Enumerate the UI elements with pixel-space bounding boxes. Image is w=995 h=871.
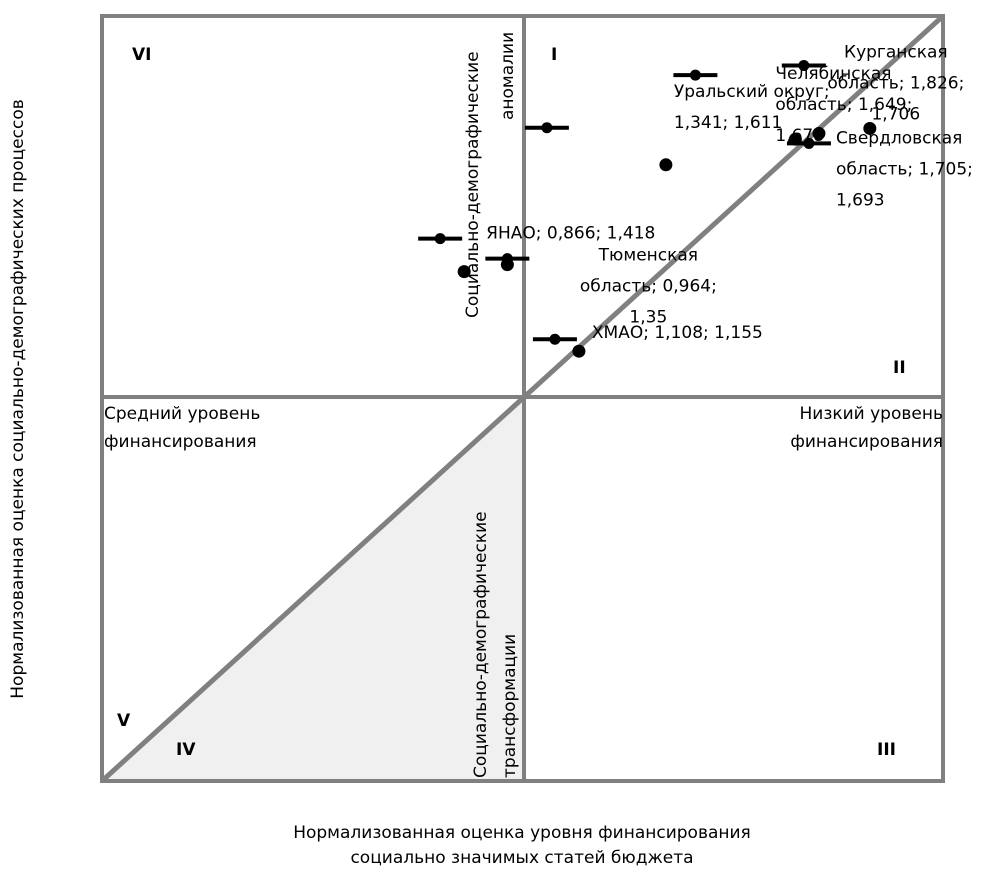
data-label: Курганская область; 1,826; 1,706 xyxy=(827,42,964,124)
marker-dash-dot xyxy=(798,59,810,71)
y-axis-title: Нормализованная оценка социально-демогра… xyxy=(8,99,28,698)
data-label: Тюменская область; 0,964; 1,35 xyxy=(580,246,717,328)
data-point xyxy=(659,158,673,172)
data-point xyxy=(500,258,514,272)
quadrant-label-i: I xyxy=(551,45,557,65)
quadrant-label-iii: III xyxy=(877,740,896,760)
quadrant-label-vi: VI xyxy=(132,45,151,65)
anomalies-label-line1: Социально-демографические xyxy=(463,51,483,318)
data-point xyxy=(812,126,826,140)
data-point xyxy=(457,265,471,279)
data-label: Свердловская область; 1,705; 1,693 xyxy=(836,128,973,210)
low-funding-label-line2: финансирования xyxy=(790,432,943,452)
quadrant-label-iv: IV xyxy=(176,740,196,760)
x-axis-title-line2: социально значимых статей бюджета xyxy=(350,848,693,868)
data-label: ЯНАО; 0,866; 1,418 xyxy=(486,224,655,244)
transformations-label-line2: трансформации xyxy=(500,634,520,778)
anomalies-label-line2: аномалии xyxy=(498,32,518,120)
low-funding-label-line1: Низкий уровень xyxy=(799,404,943,424)
marker-dash-dot xyxy=(803,137,815,149)
marker-dash-dot xyxy=(541,122,553,134)
mid-funding-label-line2: финансирования xyxy=(104,432,257,452)
data-label: Уральский округ; 1,341; 1,611 xyxy=(674,82,830,133)
x-axis-title-line1: Нормализованная оценка уровня финансиров… xyxy=(293,823,751,843)
data-label: ХМАО; 1,108; 1,155 xyxy=(592,323,763,343)
quadrant-label-ii: II xyxy=(893,358,906,378)
marker-dash-dot xyxy=(549,333,561,345)
data-point xyxy=(572,344,586,358)
data-marks: ЯНАО; 0,866; 1,418 ХМАО; 1,108; 1,155Тюме… xyxy=(418,42,973,358)
marker-dash-dot xyxy=(689,69,701,81)
mid-funding-label-line1: Средний уровень xyxy=(104,404,260,424)
transformations-label-line1: Социально-демографические xyxy=(471,511,491,778)
data-point xyxy=(863,121,877,135)
quadrant-label-v: V xyxy=(117,711,131,731)
marker-dash-dot xyxy=(434,233,446,245)
